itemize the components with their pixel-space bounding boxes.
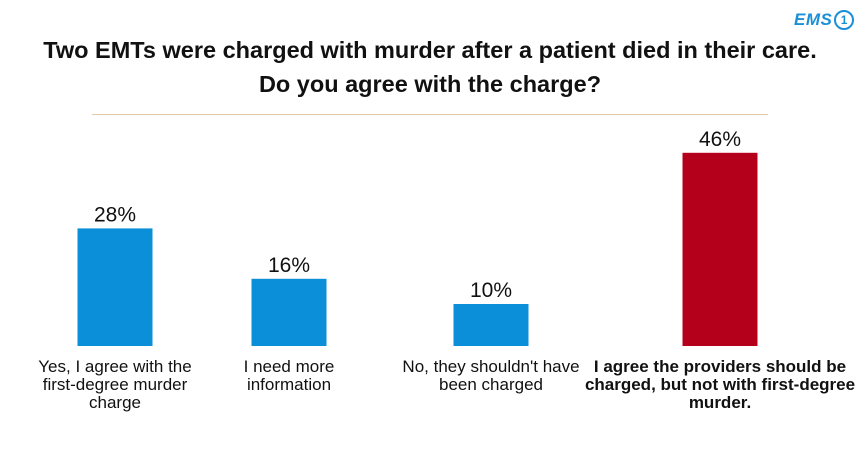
value-label-3: 10%	[470, 279, 512, 302]
category-label-3: No, they shouldn't have been charged	[402, 357, 580, 394]
value-label-2: 16%	[268, 254, 310, 277]
category-label-4: I agree the providers should be charged,…	[584, 357, 856, 412]
value-label-4: 46%	[699, 128, 741, 151]
bar-1	[77, 228, 153, 346]
logo-text: EMS	[794, 10, 833, 29]
chart-title: Two EMTs were charged with murder after …	[43, 37, 817, 97]
category-label-2: I need more information	[243, 357, 335, 394]
ems1-logo: EMS 1	[794, 10, 855, 30]
bar-3	[453, 304, 529, 346]
bar-4	[682, 152, 758, 346]
title-divider	[92, 114, 768, 115]
category-label-1: Yes, I agree with the first-degree murde…	[38, 357, 192, 412]
logo-mark: 1	[834, 10, 855, 30]
value-label-1: 28%	[94, 203, 136, 226]
bar-2	[251, 278, 327, 346]
